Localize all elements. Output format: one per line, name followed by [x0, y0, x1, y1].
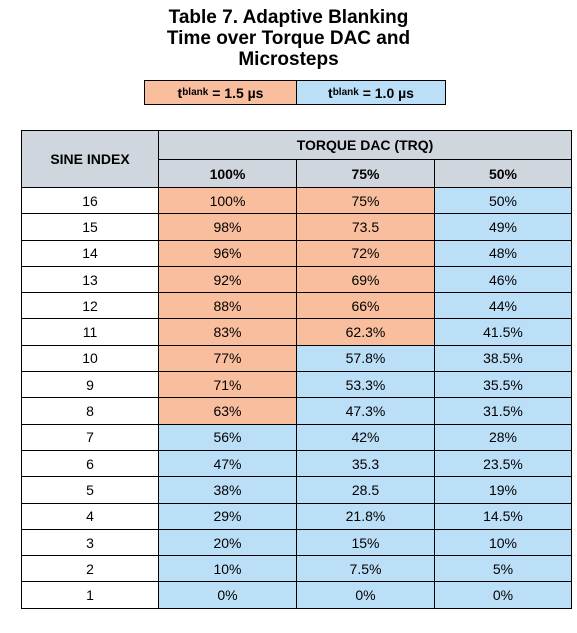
- legend-item-1-5us: t blank = 1.5 µs: [145, 81, 297, 104]
- blanking-time-table: SINE INDEX TORQUE DAC (TRQ) 100% 75% 50%…: [21, 130, 572, 609]
- torque-value-cell: 15%: [296, 528, 435, 557]
- table-row: 14 96% 72% 48%: [21, 239, 572, 267]
- table-row: 8 63% 47.3% 31.5%: [21, 397, 572, 425]
- table-row: 6 47% 35.3 23.5%: [21, 449, 572, 478]
- torque-value-cell: 69%: [296, 265, 435, 294]
- torque-value-cell: 44%: [434, 292, 572, 320]
- torque-value-cell: 35.3: [296, 449, 435, 478]
- sine-index-cell: 10: [21, 344, 159, 373]
- torque-value-cell: 88%: [158, 292, 297, 320]
- torque-value-cell: 56%: [158, 423, 297, 451]
- sine-index-cell: 3: [21, 528, 159, 557]
- torque-value-cell: 66%: [296, 292, 435, 320]
- table-row: 5 38% 28.5 19%: [21, 476, 572, 504]
- table-row: 13 92% 69% 46%: [21, 265, 572, 294]
- column-header-75: 75%: [296, 159, 435, 188]
- table-title-line-1: Table 7. Adaptive Blanking: [168, 7, 409, 28]
- table-row: 4 29% 21.8% 14.5%: [21, 502, 572, 530]
- torque-value-cell: 38%: [158, 476, 297, 504]
- legend-symbol: t: [328, 84, 333, 101]
- torque-value-cell: 38.5%: [434, 344, 572, 373]
- torque-value-cell: 5%: [434, 555, 572, 583]
- blanking-time-legend: t blank = 1.5 µs t blank = 1.0 µs: [144, 80, 446, 105]
- torque-value-cell: 7.5%: [296, 555, 435, 583]
- column-header-50: 50%: [434, 159, 572, 188]
- legend-symbol: t: [177, 84, 183, 101]
- torque-value-cell: 83%: [158, 318, 297, 346]
- torque-value-cell: 75%: [296, 186, 435, 215]
- column-header-100: 100%: [158, 159, 297, 188]
- table-row: 2 10% 7.5% 5%: [21, 555, 572, 583]
- torque-value-cell: 21.8%: [296, 502, 435, 530]
- torque-value-cell: 20%: [158, 528, 297, 557]
- torque-value-cell: 57.8%: [296, 344, 435, 373]
- torque-value-cell: 31.5%: [434, 397, 572, 425]
- torque-value-cell: 73.5: [296, 213, 435, 241]
- table-row: 10 77% 57.8% 38.5%: [21, 344, 572, 373]
- torque-value-cell: 0%: [434, 581, 572, 609]
- torque-value-cell: 10%: [158, 555, 297, 583]
- table-row: 3 20% 15% 10%: [21, 528, 572, 557]
- sine-index-cell: 15: [21, 213, 159, 241]
- table-row: 15 98% 73.5 49%: [21, 213, 572, 241]
- table-title: Table 7. Adaptive Blanking Time over Tor…: [0, 7, 577, 70]
- legend-value: = 1.5 µs: [208, 84, 264, 101]
- torque-value-cell: 42%: [296, 423, 435, 451]
- torque-value-cell: 47%: [158, 449, 297, 478]
- torque-value-cell: 35.5%: [434, 371, 572, 399]
- torque-value-cell: 41.5%: [434, 318, 572, 346]
- torque-value-cell: 28.5: [296, 476, 435, 504]
- sine-index-cell: 1: [21, 581, 159, 609]
- sine-index-cell: 9: [21, 371, 159, 399]
- torque-value-cell: 10%: [434, 528, 572, 557]
- sine-index-cell: 5: [21, 476, 159, 504]
- torque-value-cell: 46%: [434, 265, 572, 294]
- torque-value-cell: 72%: [296, 239, 435, 267]
- table-row: 1 0% 0% 0%: [21, 581, 572, 609]
- table-body: 16 100% 75% 50% 15 98% 73.5 49% 14 96% 72% 48% 13 92%…: [21, 186, 572, 609]
- sine-index-header: SINE INDEX: [21, 130, 159, 188]
- torque-value-cell: 77%: [158, 344, 297, 373]
- table-row: 16 100% 75% 50%: [21, 186, 572, 215]
- sine-index-cell: 16: [21, 186, 159, 215]
- sine-index-cell: 12: [21, 292, 159, 320]
- legend-item-1-0us: t blank = 1.0 µs: [297, 81, 445, 104]
- torque-value-cell: 63%: [158, 397, 297, 425]
- torque-value-cell: 96%: [158, 239, 297, 267]
- sine-index-cell: 11: [21, 318, 159, 346]
- torque-value-cell: 0%: [158, 581, 297, 609]
- table-row: 9 71% 53.3% 35.5%: [21, 371, 572, 399]
- torque-dac-header: TORQUE DAC (TRQ): [158, 130, 572, 160]
- table-row: 7 56% 42% 28%: [21, 423, 572, 451]
- torque-value-cell: 92%: [158, 265, 297, 294]
- sine-index-cell: 7: [21, 423, 159, 451]
- torque-value-cell: 0%: [296, 581, 435, 609]
- table-row: 12 88% 66% 44%: [21, 292, 572, 320]
- torque-value-cell: 48%: [434, 239, 572, 267]
- table-row: 11 83% 62.3% 41.5%: [21, 318, 572, 346]
- sine-index-cell: 14: [21, 239, 159, 267]
- torque-value-cell: 62.3%: [296, 318, 435, 346]
- torque-value-cell: 53.3%: [296, 371, 435, 399]
- torque-value-cell: 29%: [158, 502, 297, 530]
- legend-value: = 1.0 µs: [358, 84, 414, 101]
- sine-index-cell: 4: [21, 502, 159, 530]
- sine-index-cell: 2: [21, 555, 159, 583]
- torque-value-cell: 47.3%: [296, 397, 435, 425]
- torque-value-cell: 98%: [158, 213, 297, 241]
- torque-value-cell: 14.5%: [434, 502, 572, 530]
- sine-index-cell: 6: [21, 449, 159, 478]
- sine-index-cell: 8: [21, 397, 159, 425]
- torque-value-cell: 100%: [158, 186, 297, 215]
- table-title-line-3: Microsteps: [238, 49, 339, 70]
- sine-index-cell: 13: [21, 265, 159, 294]
- table-title-line-2: Time over Torque DAC and: [166, 28, 411, 49]
- torque-value-cell: 28%: [434, 423, 572, 451]
- torque-value-cell: 49%: [434, 213, 572, 241]
- torque-value-cell: 71%: [158, 371, 297, 399]
- torque-value-cell: 23.5%: [434, 449, 572, 478]
- torque-value-cell: 19%: [434, 476, 572, 504]
- torque-value-cell: 50%: [434, 186, 572, 215]
